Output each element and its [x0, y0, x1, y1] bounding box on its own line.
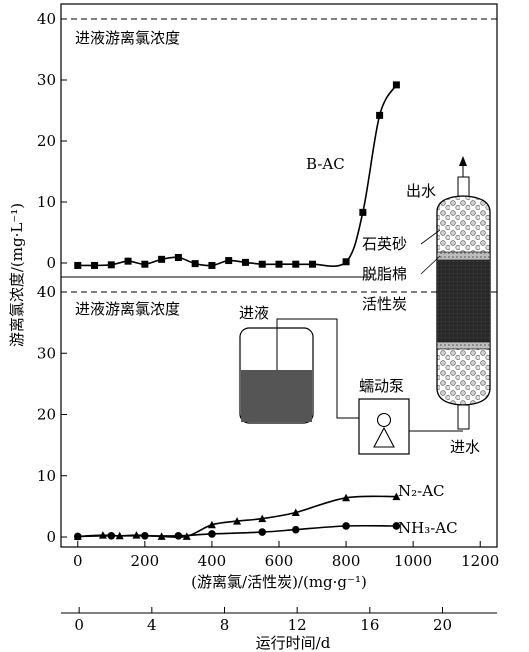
- data-point: [342, 493, 351, 502]
- y-axis-label: 游离氯浓度/(mg·L⁻¹): [8, 203, 26, 347]
- y-tick-label: 0: [46, 254, 56, 272]
- data-point: [141, 260, 149, 268]
- cotton-leader: [420, 255, 441, 275]
- quartz-leader: [420, 229, 441, 245]
- data-point: [208, 261, 216, 269]
- x-tick-label: 600: [265, 552, 294, 570]
- data-point: [342, 258, 350, 266]
- pump-rotor: [376, 412, 392, 428]
- data-point: [208, 530, 216, 538]
- inlet-pipe: [457, 404, 470, 430]
- feed-liquid: [241, 370, 312, 422]
- y-tick-label: 30: [37, 71, 56, 89]
- series-label-nh3ac: NH₃-AC: [398, 519, 458, 537]
- data-point: [258, 260, 266, 268]
- data-point: [392, 81, 400, 89]
- inlet-label: 进水: [450, 438, 480, 456]
- data-point: [174, 531, 183, 540]
- data-point: [292, 260, 300, 268]
- x-tick-label: 1200: [461, 552, 499, 570]
- data-point: [309, 260, 317, 268]
- data-point: [392, 522, 401, 530]
- plot-frame: [60, 3, 498, 548]
- data-point: [291, 508, 300, 516]
- y-tick-label: 10: [37, 467, 56, 485]
- y-tick-label: 20: [37, 406, 56, 424]
- data-point: [98, 531, 107, 539]
- cotton-layer-top: [436, 251, 491, 261]
- y-tick-label: 10: [37, 193, 56, 211]
- data-point: [132, 531, 141, 539]
- carbon-layer: [437, 260, 490, 342]
- y-tick-label: 0: [46, 528, 56, 546]
- data-point: [124, 257, 132, 265]
- x2-tick-label: 16: [360, 616, 379, 634]
- x-axis-label: (游离氯/活性炭)/(mg·g⁻¹): [191, 573, 367, 591]
- reference-label-top: 进液游离氯浓度: [75, 29, 180, 47]
- x2-tick-label: 0: [74, 616, 84, 634]
- data-point: [158, 255, 166, 263]
- data-point: [91, 261, 99, 269]
- data-point: [342, 522, 350, 530]
- x-tick-label: 200: [131, 552, 160, 570]
- data-point: [376, 111, 384, 119]
- series-label-bac: B-AC: [306, 155, 345, 173]
- data-point: [207, 520, 216, 529]
- data-point: [233, 517, 242, 525]
- reference-label-bottom: 进液游离氯浓度: [75, 300, 180, 318]
- x-tick-label: 800: [332, 552, 361, 570]
- data-point: [141, 531, 149, 540]
- x-axis: 0 200 400 600 800 1000 1200: [73, 541, 499, 570]
- series-label-n2ac: N₂-AC: [398, 482, 445, 500]
- y-tick-label: 40: [37, 10, 56, 28]
- data-point: [359, 208, 367, 216]
- x-tick-label: 400: [198, 552, 227, 570]
- x2-axis: 0 4 8 12 16 20: [74, 607, 452, 634]
- pump-base: [373, 426, 395, 448]
- x2-tick-label: 20: [433, 616, 452, 634]
- quartz-label: 石英砂: [362, 235, 407, 253]
- feed-tube: [276, 318, 360, 419]
- data-point: [107, 261, 115, 269]
- cotton-label: 脱脂棉: [362, 265, 407, 283]
- data-point: [275, 260, 283, 268]
- x2-tick-label: 8: [220, 616, 230, 634]
- apparatus-inset: 进液 蠕动泵 出水 进水 石英砂 脱脂棉 活性炭: [239, 156, 491, 456]
- series-line-0-0: [77, 84, 398, 268]
- pump-label: 蠕动泵: [359, 377, 404, 395]
- cotton-layer-bottom: [436, 341, 491, 350]
- y-axis-bottom: 0 10 20 30 40: [37, 283, 67, 546]
- outlet-arrow-head: [459, 156, 467, 166]
- outlet-pipe: [457, 176, 470, 198]
- data-point: [191, 260, 199, 268]
- y-tick-label: 20: [37, 132, 56, 150]
- y-axis-top: 0 10 20 30 40: [37, 10, 67, 272]
- data-point: [74, 261, 82, 269]
- feed-label: 进液: [239, 304, 269, 322]
- data-point: [241, 258, 249, 266]
- data-point: [291, 525, 300, 534]
- outlet-label: 出水: [406, 182, 436, 200]
- data-point: [174, 254, 182, 262]
- x2-axis-label: 运行时间/d: [256, 634, 331, 652]
- x2-tick-label: 4: [147, 616, 157, 634]
- x2-tick-label: 12: [288, 616, 307, 634]
- data-point: [225, 257, 233, 265]
- y-tick-label: 40: [37, 283, 56, 301]
- data-point: [392, 492, 401, 501]
- x-tick-label: 0: [73, 552, 83, 570]
- x-tick-label: 1000: [394, 552, 432, 570]
- data-point: [258, 514, 267, 523]
- data-point: [107, 531, 116, 540]
- y-tick-label: 30: [37, 344, 56, 362]
- series-layer: [73, 81, 401, 541]
- data-point: [258, 528, 267, 536]
- data-point: [73, 532, 82, 541]
- carbon-label: 活性炭: [362, 295, 407, 313]
- series-line-1-0: [77, 495, 397, 539]
